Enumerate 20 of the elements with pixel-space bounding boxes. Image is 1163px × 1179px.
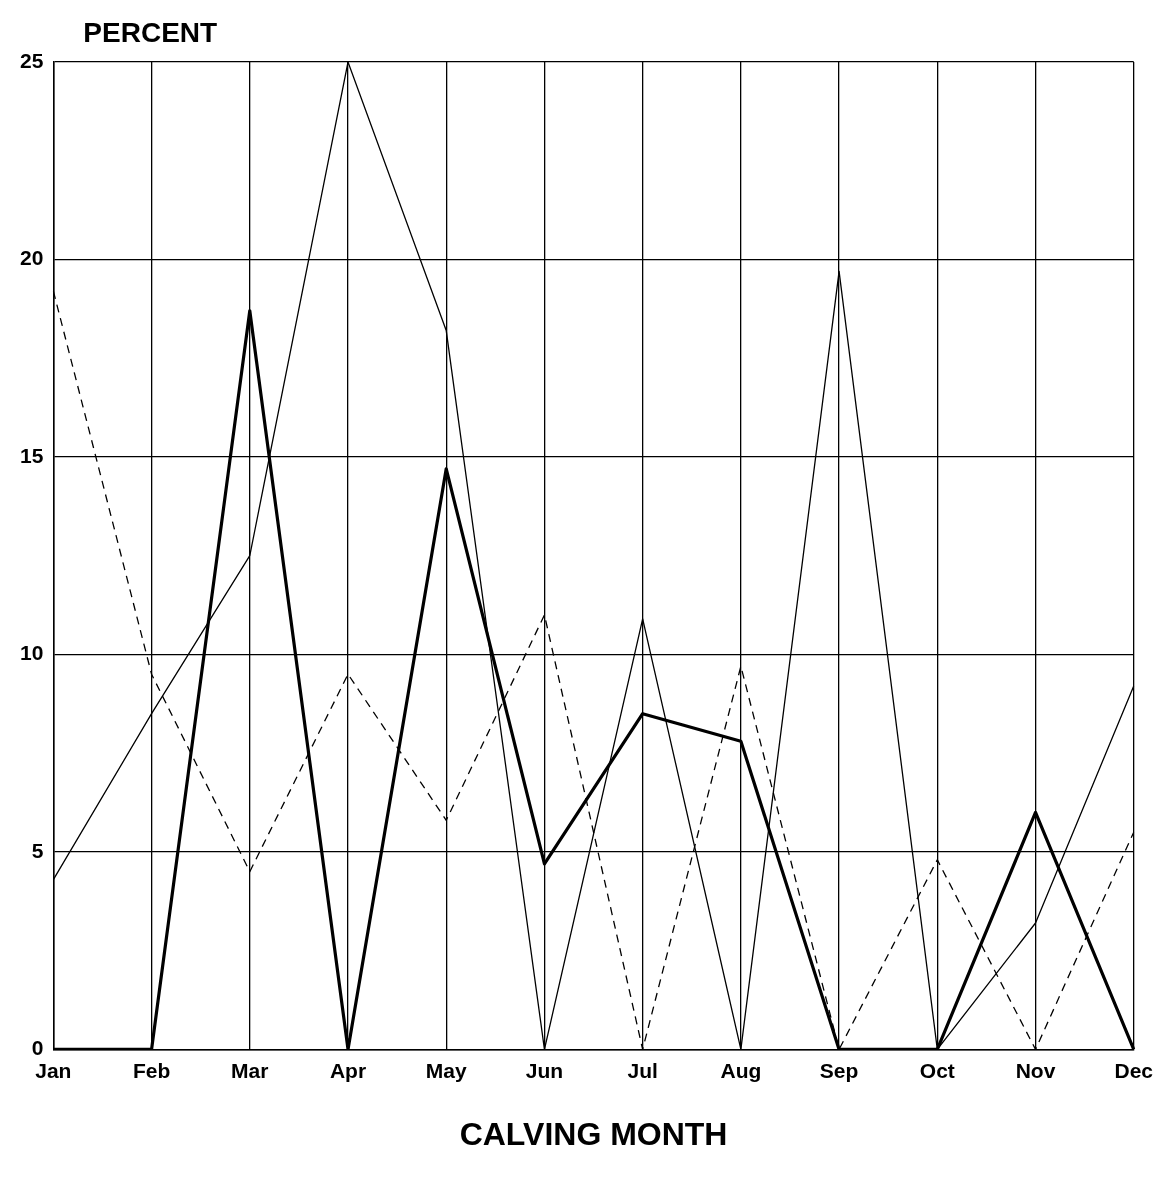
x-tick-label: Feb (132, 1058, 171, 1082)
y-tick-label: 0 (31, 1036, 44, 1060)
y-tick-label: 25 (20, 48, 44, 72)
x-tick-label: Sep (819, 1058, 859, 1082)
x-tick-label: Jan (35, 1058, 72, 1082)
x-tick-label: May (425, 1058, 467, 1082)
y-tick-label: 10 (20, 641, 44, 665)
x-tick-label: Aug (720, 1058, 762, 1082)
y-tick-label: 5 (31, 838, 44, 862)
x-tick-label: Jul (627, 1058, 658, 1082)
y-axis-title: PERCENT (83, 16, 218, 48)
x-axis-title: CALVING MONTH (459, 1115, 728, 1152)
x-tick-label: Mar (231, 1058, 269, 1082)
x-tick-label: Apr (329, 1058, 367, 1082)
x-tick-label: Nov (1015, 1058, 1056, 1082)
y-tick-label: 15 (20, 443, 44, 467)
x-tick-label: Dec (1114, 1058, 1154, 1082)
x-tick-label: Jun (525, 1058, 564, 1082)
x-tick-label: Oct (919, 1058, 955, 1082)
y-tick-label: 20 (20, 246, 44, 270)
